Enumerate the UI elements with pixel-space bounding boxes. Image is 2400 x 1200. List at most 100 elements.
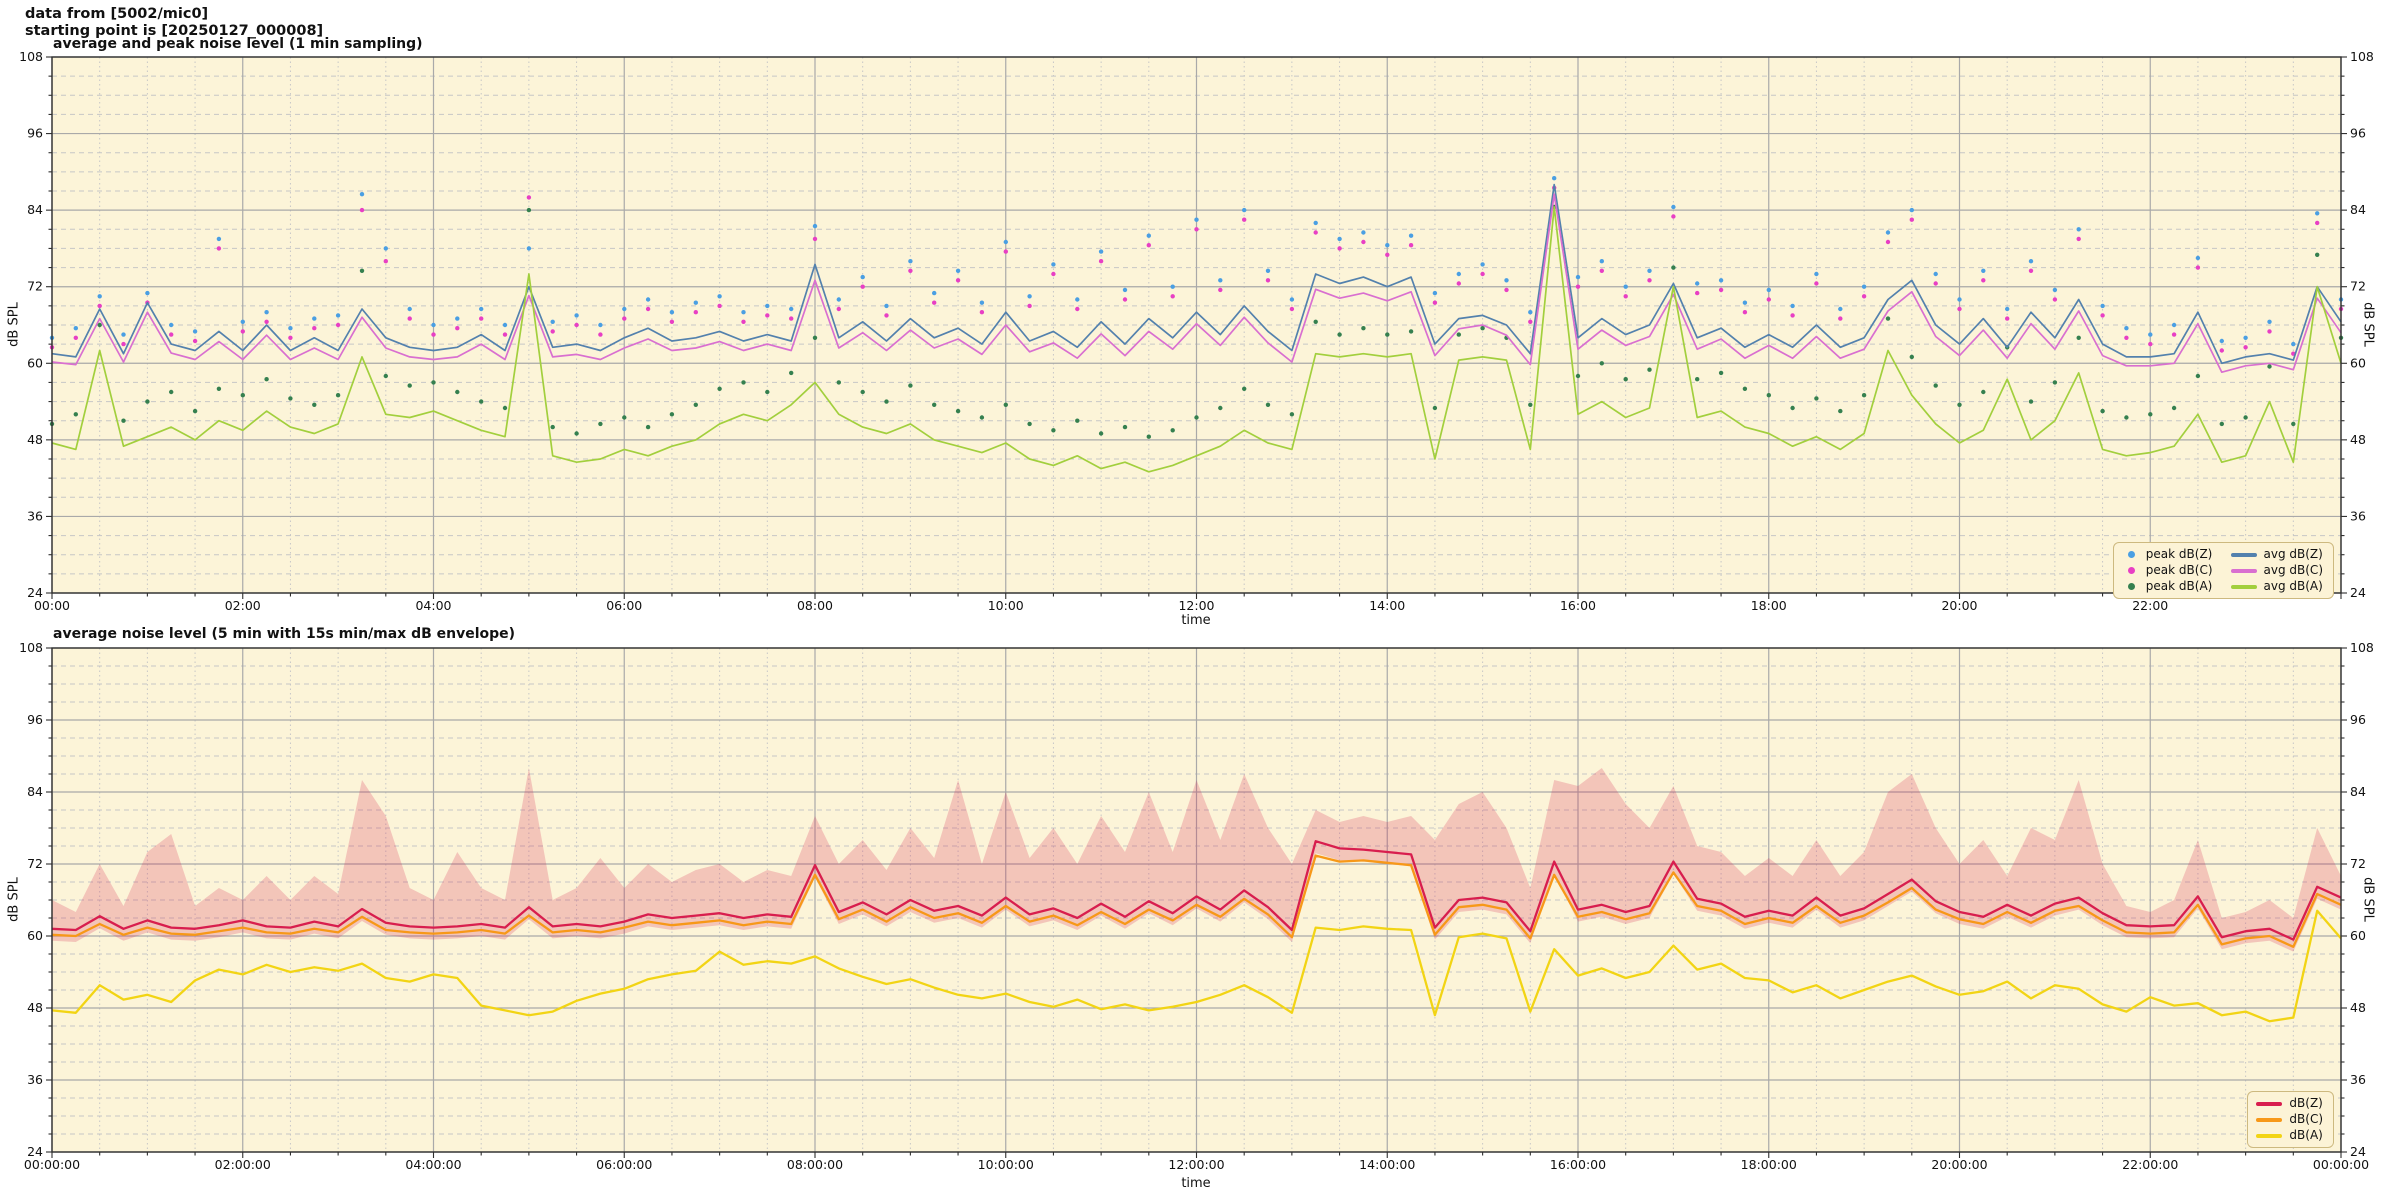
svg-text:20:00:00: 20:00:00 [1931, 1157, 1987, 1172]
svg-text:108: 108 [19, 49, 43, 64]
top-chart-legend: peak dB(Z) peak dB(C) peak dB(A) avg dB(Z) a… [2112, 542, 2334, 599]
svg-text:36: 36 [27, 1072, 43, 1087]
legend-line-marker [2230, 552, 2257, 557]
bottom-ylabel-left: dB SPL [6, 877, 22, 922]
legend-line-marker [2256, 1133, 2283, 1138]
svg-text:36: 36 [2350, 508, 2366, 523]
svg-text:04:00: 04:00 [415, 598, 451, 613]
legend-column: peak dB(Z) peak dB(C) peak dB(A) [2122, 548, 2213, 593]
svg-text:04:00:00: 04:00:00 [405, 1157, 461, 1172]
legend-item: dB(A) [2256, 1129, 2323, 1142]
top-ylabel-right: dB SPL [2360, 302, 2376, 347]
svg-text:18:00: 18:00 [1751, 598, 1787, 613]
svg-text:96: 96 [2350, 126, 2366, 141]
series-scatter-peak-db-z- [49, 176, 2344, 347]
svg-text:36: 36 [2350, 1072, 2366, 1087]
legend-label: dB(Z) [2289, 1096, 2323, 1110]
svg-text:06:00: 06:00 [606, 598, 642, 613]
tick-labels: 00:00:00 02:00:00 04:00:00 06:00:00 08:00:00… [19, 640, 2374, 1172]
svg-text:48: 48 [27, 1000, 43, 1015]
plot-spines [51, 647, 2342, 1153]
svg-text:84: 84 [2350, 784, 2366, 799]
svg-text:96: 96 [27, 126, 43, 141]
legend-column: dB(Z) dB(C) dB(A) [2256, 1097, 2323, 1142]
svg-text:14:00: 14:00 [1369, 598, 1405, 613]
header-line2: starting point is [20250127_000008] [25, 23, 324, 39]
svg-text:72: 72 [2350, 856, 2366, 871]
legend-line-marker [2256, 1101, 2283, 1106]
series-scatter-peak-db-a- [49, 204, 2344, 439]
svg-text:84: 84 [27, 784, 43, 799]
series-line-db-c- [51, 854, 2342, 948]
legend-label: peak dB(Z) [2145, 547, 2213, 561]
plot-spines [51, 56, 2342, 594]
top-ylabel-left: dB SPL [6, 302, 22, 347]
svg-text:84: 84 [27, 202, 43, 217]
chart-top: 00:00 02:00 04:00 06:00 08:00 10:00 12:00 14:00… [19, 49, 2374, 613]
svg-text:96: 96 [2350, 712, 2366, 727]
svg-text:48: 48 [2350, 432, 2366, 447]
legend-line-marker [2256, 1117, 2283, 1122]
tick-labels: 00:00 02:00 04:00 06:00 08:00 10:00 12:00 14:00… [19, 49, 2374, 613]
svg-text:00:00:00: 00:00:00 [24, 1157, 80, 1172]
svg-text:24: 24 [2350, 585, 2366, 600]
series-line-db-a- [51, 909, 2342, 1023]
svg-text:10:00: 10:00 [988, 598, 1024, 613]
svg-text:60: 60 [2350, 355, 2366, 370]
top-chart-title: average and peak noise level (1 min samp… [53, 36, 423, 52]
legend-item: peak dB(A) [2122, 580, 2213, 593]
envelope-area [52, 768, 2341, 952]
legend-label: peak dB(A) [2145, 579, 2213, 593]
series-scatter-peak-db-c- [49, 185, 2344, 356]
svg-text:02:00:00: 02:00:00 [215, 1157, 271, 1172]
legend-dot-marker [2127, 583, 2135, 590]
svg-text:00:00:00: 00:00:00 [2313, 1157, 2369, 1172]
bottom-chart-legend: dB(Z) dB(C) dB(A) [2247, 1091, 2334, 1148]
header-line1: data from [5002/mic0] [25, 6, 209, 22]
legend-label: avg dB(Z) [2263, 547, 2323, 561]
series-line-avg-db-c- [51, 193, 2342, 374]
legend-line-marker [2230, 568, 2257, 573]
svg-text:12:00: 12:00 [1178, 598, 1214, 613]
svg-text:10:00:00: 10:00:00 [978, 1157, 1034, 1172]
svg-text:06:00:00: 06:00:00 [596, 1157, 652, 1172]
svg-text:48: 48 [27, 432, 43, 447]
legend-dot-marker [2127, 551, 2135, 558]
svg-text:72: 72 [27, 856, 43, 871]
bottom-chart-title: average noise level (5 min with 15s min/… [53, 626, 516, 642]
svg-text:72: 72 [27, 279, 43, 294]
legend-item: avg dB(A) [2230, 580, 2323, 593]
svg-text:24: 24 [2350, 1144, 2366, 1159]
legend-label: dB(C) [2289, 1112, 2323, 1126]
svg-text:12:00:00: 12:00:00 [1168, 1157, 1224, 1172]
svg-text:108: 108 [2350, 640, 2374, 655]
svg-text:60: 60 [27, 355, 43, 370]
svg-text:96: 96 [27, 712, 43, 727]
series-line-avg-db-a- [51, 206, 2342, 473]
legend-item: dB(C) [2256, 1113, 2323, 1126]
top-xlabel: time [1181, 613, 1211, 628]
legend-dot-marker [2127, 567, 2135, 574]
svg-text:84: 84 [2350, 202, 2366, 217]
series-line-db-z- [51, 840, 2342, 941]
legend-item: peak dB(C) [2122, 564, 2213, 577]
legend-label: dB(A) [2289, 1128, 2323, 1142]
svg-text:00:00: 00:00 [34, 598, 70, 613]
legend-item: dB(Z) [2256, 1097, 2323, 1110]
svg-text:24: 24 [27, 585, 43, 600]
legend-label: avg dB(C) [2263, 563, 2323, 577]
bottom-ylabel-right: dB SPL [2360, 877, 2376, 922]
legend-line-marker [2230, 584, 2257, 589]
svg-text:16:00:00: 16:00:00 [1550, 1157, 1606, 1172]
svg-text:108: 108 [19, 640, 43, 655]
svg-text:14:00:00: 14:00:00 [1359, 1157, 1415, 1172]
svg-text:60: 60 [27, 928, 43, 943]
chart-bottom: 00:00:00 02:00:00 04:00:00 06:00:00 08:00:00… [19, 640, 2374, 1172]
bottom-xlabel: time [1181, 1176, 1211, 1191]
svg-text:08:00:00: 08:00:00 [787, 1157, 843, 1172]
svg-text:24: 24 [27, 1144, 43, 1159]
legend-item: peak dB(Z) [2122, 548, 2213, 561]
svg-text:60: 60 [2350, 928, 2366, 943]
